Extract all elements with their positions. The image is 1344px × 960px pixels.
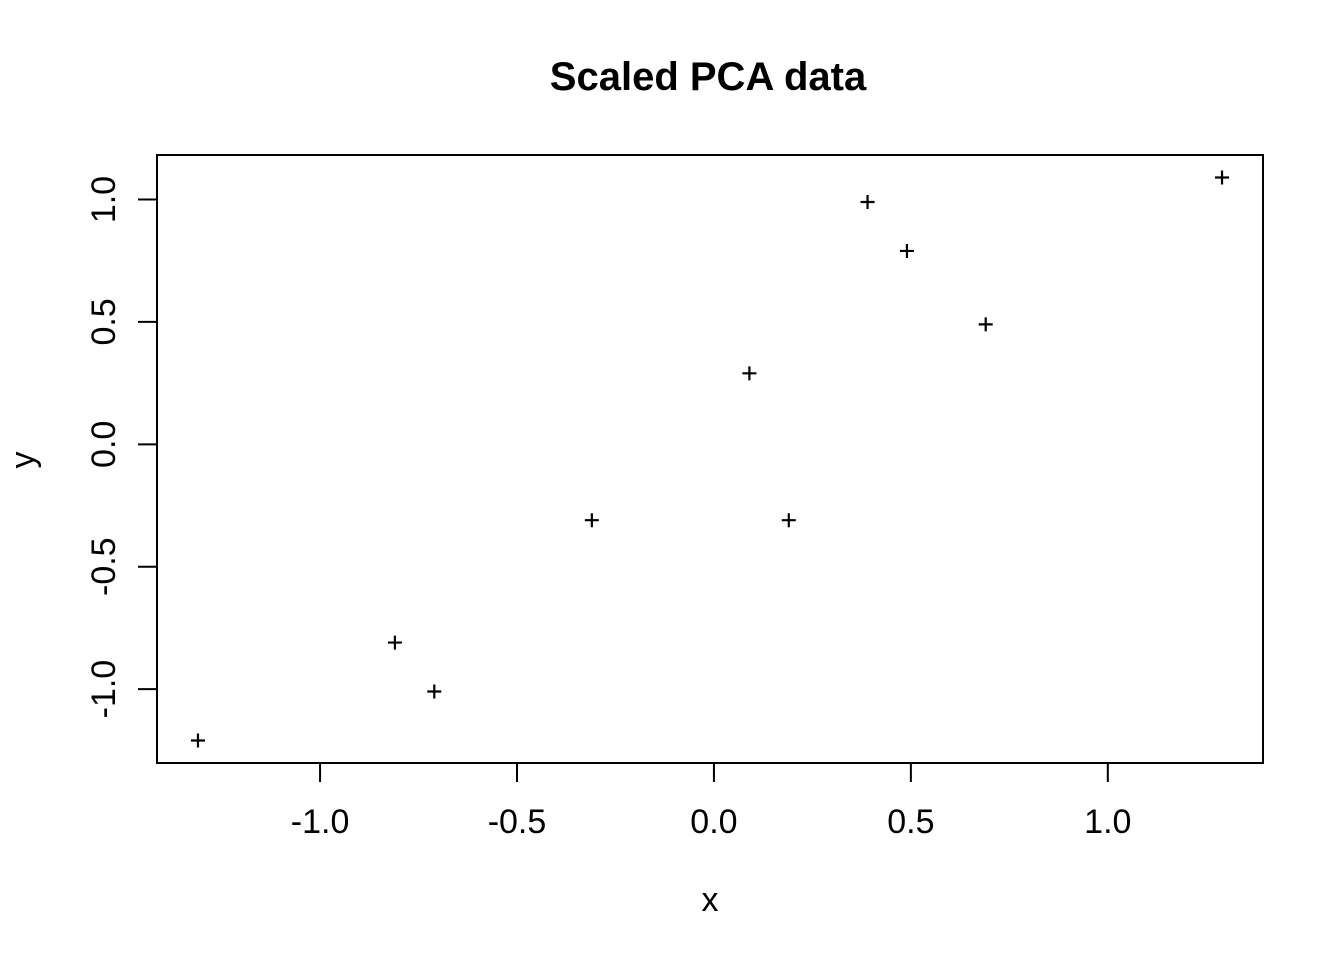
x-axis-tick-label: -0.5: [488, 803, 547, 841]
plot-box: [156, 154, 1264, 764]
y-axis-tick-label: 0.5: [85, 298, 123, 345]
data-point-marker: [978, 317, 993, 332]
data-point-marker: [427, 684, 442, 699]
plot-area: -1.0 -0.5 0.0 0.5 1.0 -1.0 -0.5 0.0 0.5 1.0: [85, 154, 1264, 841]
chart-title: Scaled PCA data: [550, 55, 867, 99]
y-axis-tick-label: 0.0: [85, 421, 123, 468]
y-axis-tick-label: -1.0: [85, 660, 123, 719]
x-axis-tick-label: 0.5: [887, 803, 934, 841]
y-axis-tick-label: -0.5: [85, 537, 123, 596]
data-point-marker: [781, 513, 796, 528]
data-point-marker: [584, 513, 599, 528]
x-axis-tick-label: -1.0: [291, 803, 350, 841]
data-point-marker: [1215, 170, 1230, 185]
data-point-marker: [387, 635, 402, 650]
y-axis-label: y: [4, 452, 42, 469]
data-point-marker: [742, 366, 757, 381]
x-axis-label: x: [702, 881, 719, 919]
y-axis-tick-label: 1.0: [85, 176, 123, 223]
x-axis-tick-label: 0.0: [690, 803, 737, 841]
data-point-marker: [899, 243, 914, 258]
data-point-marker: [860, 194, 875, 209]
data-point-marker: [190, 733, 205, 748]
x-axis-tick-label: 1.0: [1084, 803, 1131, 841]
